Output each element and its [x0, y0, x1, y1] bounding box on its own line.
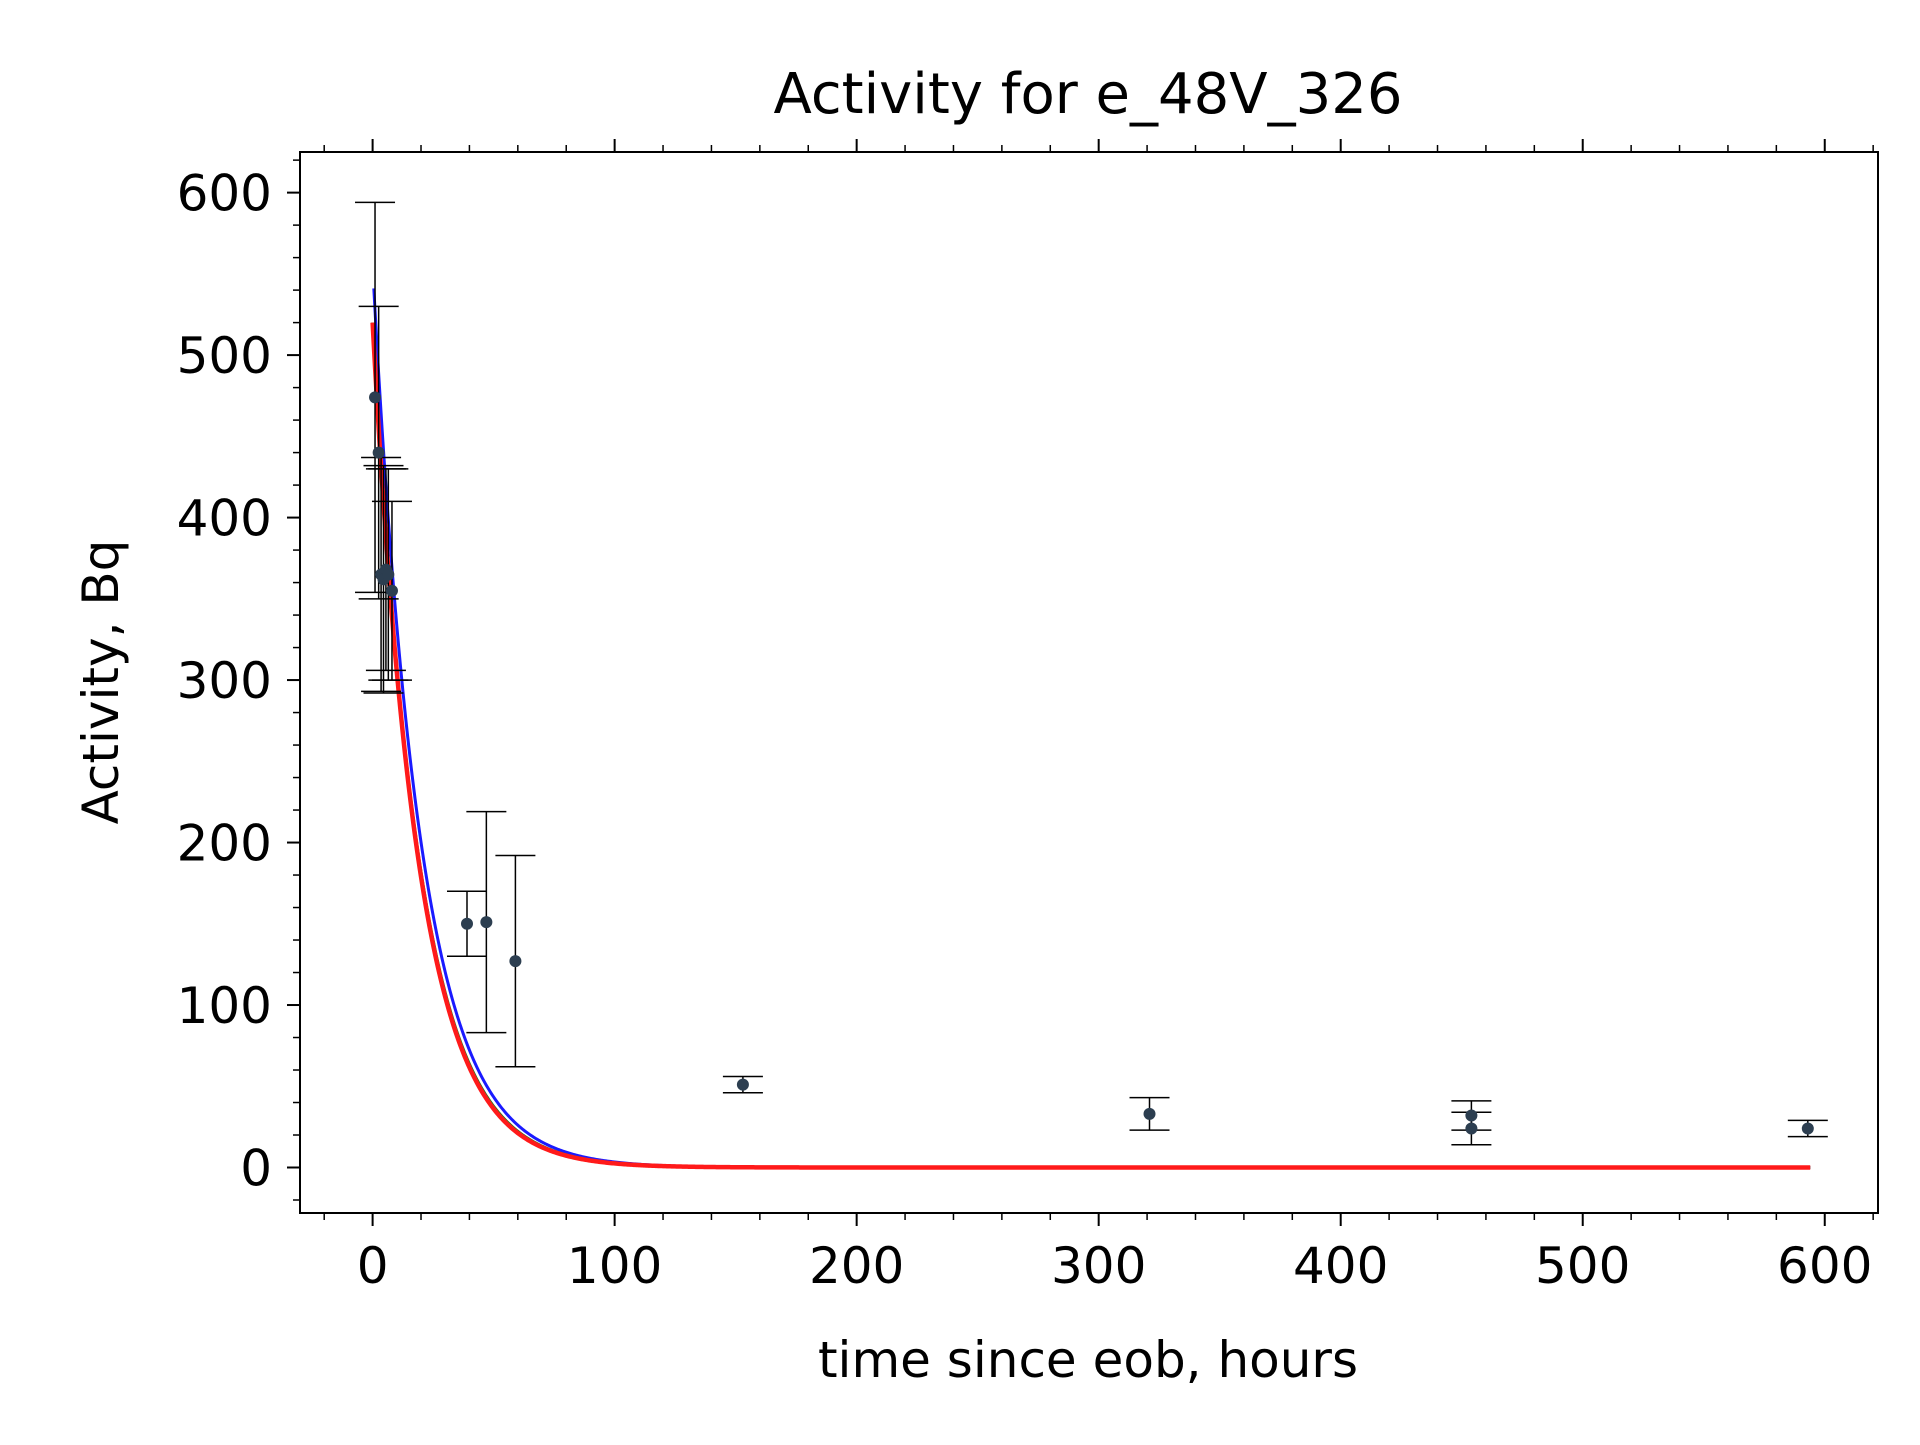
data-point [1143, 1107, 1156, 1120]
y-tick-label: 0 [240, 1140, 272, 1198]
data-point [480, 916, 493, 929]
x-tick-label: 400 [1293, 1237, 1388, 1295]
x-tick-label: 100 [567, 1237, 662, 1295]
chart-title: Activity for e_48V_326 [774, 62, 1403, 127]
data-point [736, 1078, 749, 1091]
y-tick-label: 500 [177, 327, 272, 385]
x-tick-label: 500 [1535, 1237, 1630, 1295]
y-tick-label: 400 [177, 490, 272, 548]
x-axis-label: time since eob, hours [818, 1331, 1358, 1389]
plot-frame [299, 151, 1879, 1214]
y-axis-label: Activity, Bq [72, 540, 130, 825]
data-point [460, 917, 473, 930]
fit-curve-red [370, 322, 1811, 1170]
x-tick-label: 300 [1051, 1237, 1146, 1295]
fit-curves [370, 288, 1811, 1170]
axis-ticks: 0 100 200 300 400 500 600 0 100 200 300 400 500 600 [177, 139, 1874, 1295]
data-point [369, 391, 382, 404]
data-point [372, 446, 385, 459]
data-points [369, 391, 1814, 1135]
data-point [1801, 1122, 1814, 1135]
data-point [1465, 1109, 1478, 1122]
x-tick-label: 200 [809, 1237, 904, 1295]
x-tick-label: 0 [357, 1237, 389, 1295]
data-point [509, 955, 522, 968]
data-point [382, 568, 395, 581]
data-point [1465, 1122, 1478, 1135]
y-tick-label: 100 [177, 977, 272, 1035]
y-tick-label: 600 [177, 165, 272, 223]
data-point [385, 584, 398, 597]
y-tick-label: 200 [177, 815, 272, 873]
y-tick-label: 300 [177, 652, 272, 710]
x-tick-label: 600 [1777, 1237, 1872, 1295]
